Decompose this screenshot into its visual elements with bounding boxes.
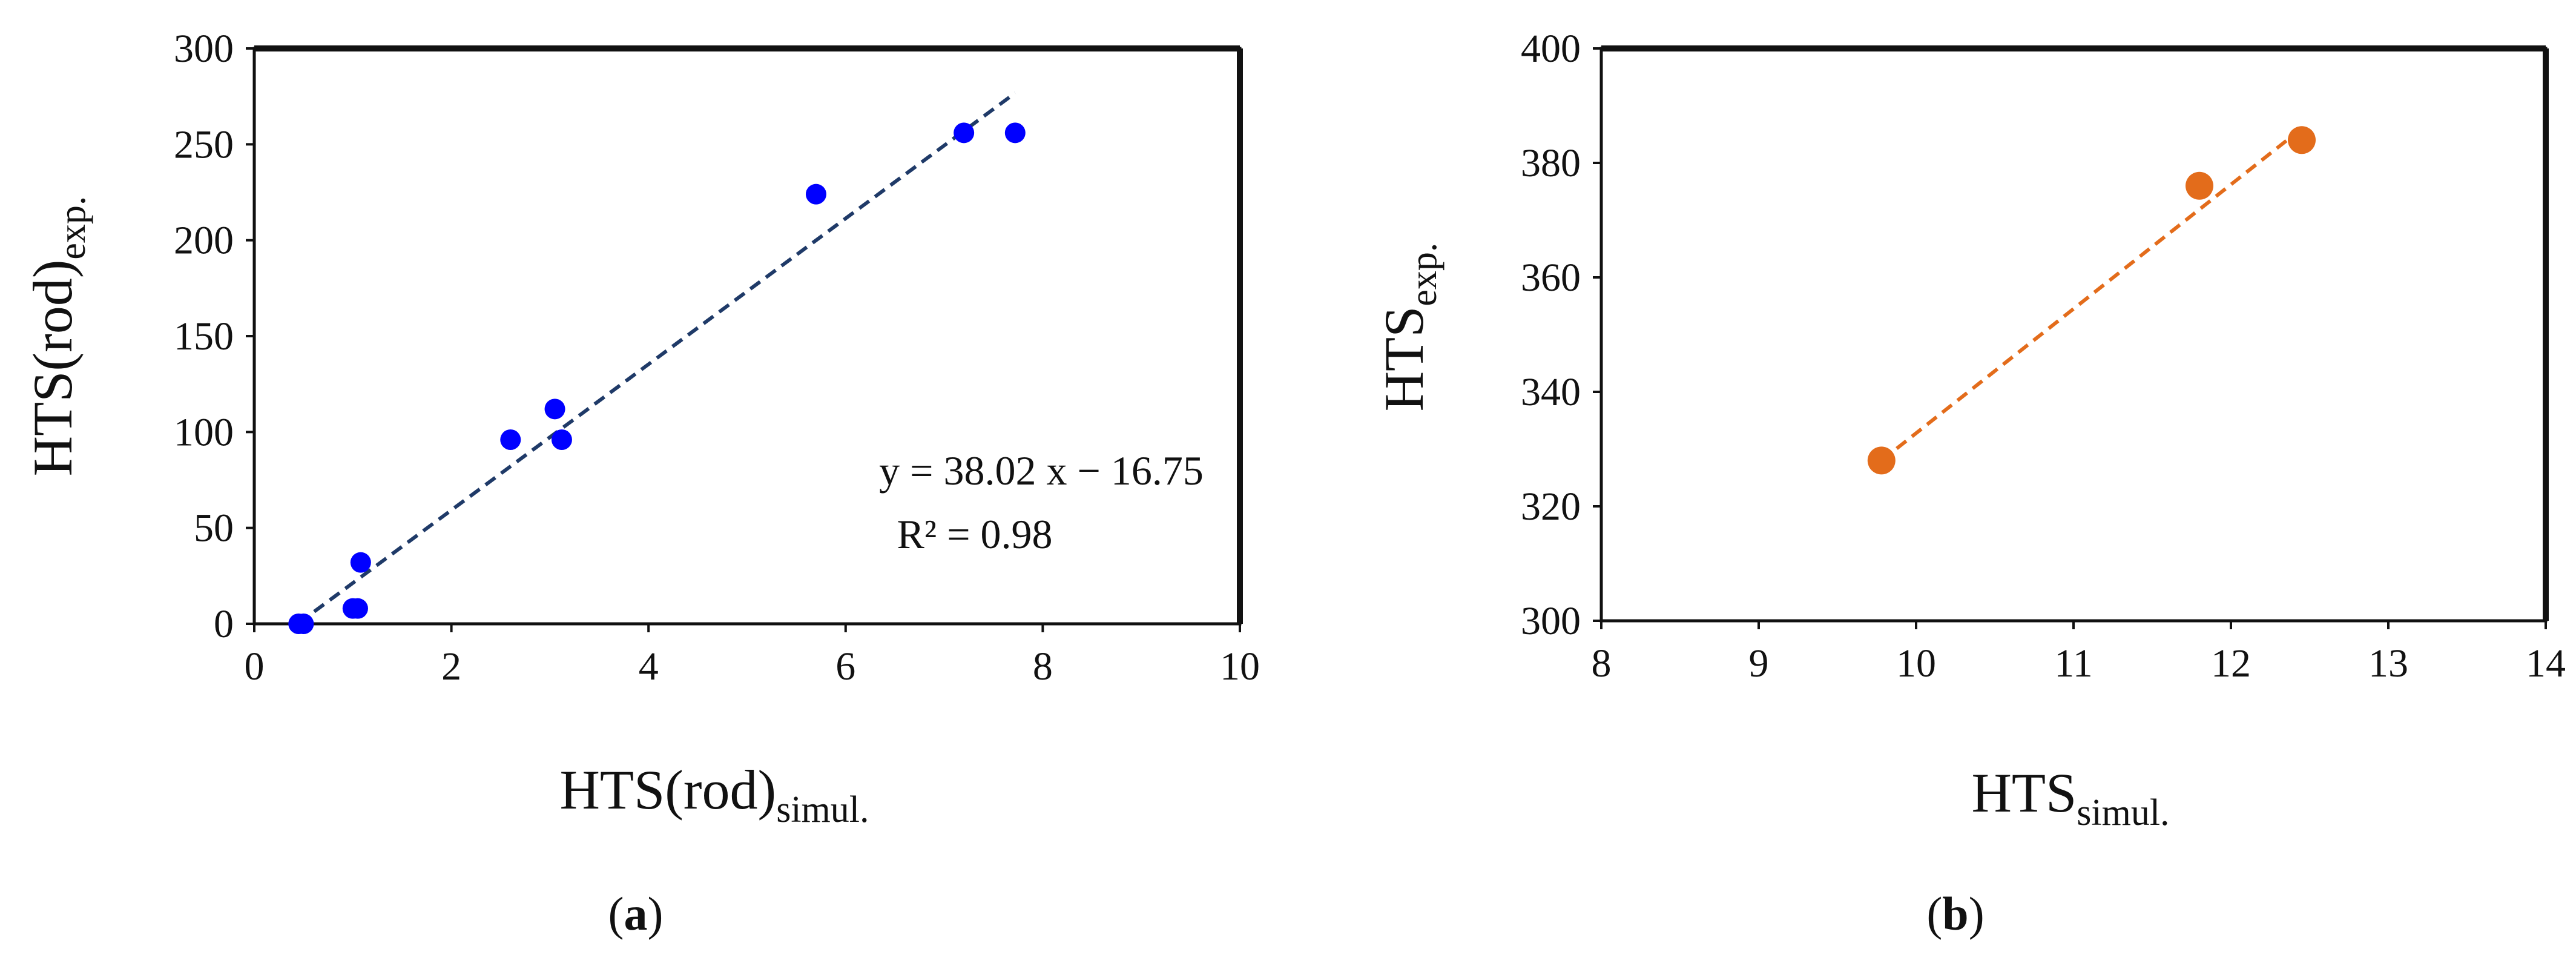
x-tick-label-b: 9 (1749, 641, 1769, 686)
y-tick-label-b: 400 (1521, 27, 1581, 71)
x-tick-label-b: 12 (2211, 641, 2251, 686)
y-tick-label-a: 200 (174, 219, 234, 263)
y-axis-title-b-main: HTS (1373, 306, 1435, 412)
y-tick-label-b: 320 (1521, 485, 1581, 529)
y-tick-label-a: 50 (194, 506, 234, 551)
data-point-b (2288, 126, 2316, 154)
panel-label-b-letter: b (1942, 887, 1968, 940)
y-tick-label-b: 340 (1521, 370, 1581, 414)
x-axis-title-a: HTS(rod)simul. (559, 759, 869, 830)
x-axis-title-b: HTSsimul. (1971, 762, 2169, 833)
y-tick-label-b: 300 (1521, 599, 1581, 643)
x-axis-title-a-main: HTS(rod) (559, 759, 776, 821)
x-tick-label-a: 6 (835, 644, 855, 689)
trendline-a (297, 91, 1016, 625)
data-point-a (347, 598, 368, 619)
x-tick-label-b: 13 (2368, 641, 2408, 686)
plot-area-a (252, 47, 1242, 626)
x-tick-label-b: 11 (2054, 641, 2093, 686)
y-axis-title-a-group: HTS(rod)exp. (22, 196, 93, 477)
panel-label-b: (b) (1926, 887, 1984, 940)
x-tick-label-b: 10 (1896, 641, 1936, 686)
data-point-a (954, 122, 975, 144)
y-tick-label-b: 380 (1521, 141, 1581, 185)
panel-label-a-letter: a (624, 887, 648, 940)
x-tick-label-a: 0 (245, 644, 265, 689)
trendline-b (1880, 127, 2303, 462)
y-axis-title-a-main: HTS(rod) (22, 260, 84, 477)
y-tick-label-a: 300 (174, 27, 234, 71)
x-axis-title-a-sub: simul. (776, 789, 869, 830)
data-point-a (350, 552, 371, 573)
y-axis-title-b-group: HTSexp. (1373, 243, 1444, 412)
data-point-b (1867, 446, 1896, 475)
panel-label-a: (a) (608, 887, 664, 940)
data-point-b (2186, 171, 2213, 200)
data-point-a (293, 614, 314, 634)
y-axis-title-a-sub: exp. (52, 196, 93, 260)
equation-annotation: y = 38.02 x − 16.75 (879, 448, 1204, 494)
x-tick-label-b: 14 (2526, 641, 2566, 686)
data-point-a (551, 429, 572, 450)
x-tick-label-a: 2 (441, 644, 461, 689)
y-tick-label-a: 150 (174, 314, 234, 359)
r-squared-annotation: R² = 0.98 (897, 511, 1052, 557)
plot-area-b (1599, 47, 2548, 623)
x-axis-title-b-sub: simul. (2077, 792, 2169, 833)
x-axis-title-b-main: HTS (1971, 762, 2077, 824)
data-point-a (500, 429, 521, 450)
y-tick-label-b: 360 (1521, 256, 1581, 300)
trendline-a (297, 91, 1016, 625)
data-point-a (544, 399, 565, 420)
y-axis-title-a: HTS(rod)exp. (22, 196, 93, 477)
y-axis-title-b: HTSexp. (1373, 243, 1444, 412)
y-tick-label-a: 0 (214, 602, 234, 646)
trendline-b (1880, 127, 2303, 462)
x-tick-label-b: 8 (1592, 641, 1612, 686)
y-tick-label-a: 250 (174, 122, 234, 167)
x-tick-label-a: 8 (1033, 644, 1053, 689)
y-tick-label-a: 100 (174, 410, 234, 454)
points-b (1867, 126, 2316, 475)
y-axis-title-b-sub: exp. (1403, 243, 1444, 306)
data-point-a (1004, 122, 1026, 144)
ticks-b: 8 9 10 11 12 13 14 300 320 340 360 380 400 (1521, 27, 2566, 686)
x-tick-label-a: 10 (1220, 644, 1260, 689)
points-a (288, 122, 1026, 634)
x-tick-label-a: 4 (639, 644, 659, 689)
data-point-a (805, 184, 826, 205)
